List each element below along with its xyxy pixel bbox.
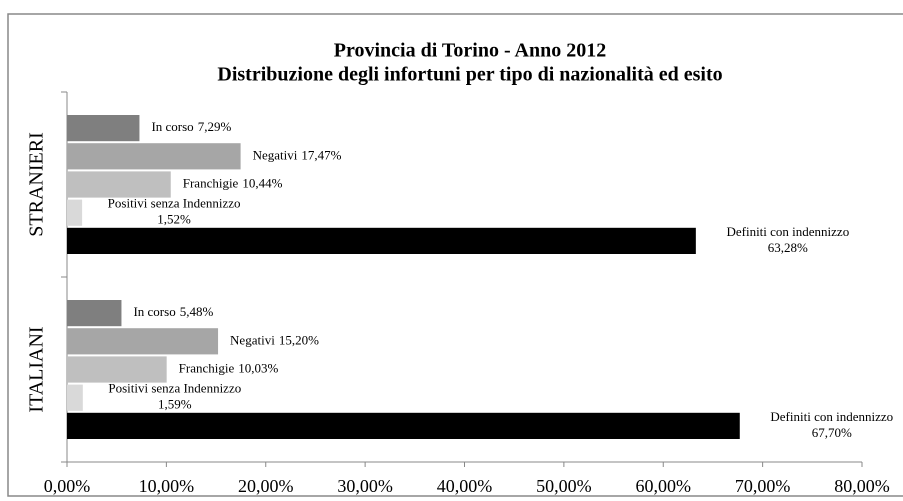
x-tick-label: 40,00%: [437, 476, 493, 496]
bar: [67, 199, 83, 226]
bar: [67, 171, 171, 198]
label-value: 17,47%: [301, 147, 341, 162]
label-value: 10,44%: [242, 175, 282, 190]
x-tick-label: 50,00%: [536, 476, 592, 496]
category-label: STRANIERI: [26, 132, 48, 236]
label-name: Definiti con indennizzo: [770, 409, 893, 424]
x-tick-label: 60,00%: [636, 476, 692, 496]
data-label: In corso 7,29%: [151, 119, 231, 134]
chart-subtitle: Distribuzione degli infortuni per tipo d…: [217, 64, 722, 86]
data-label: Definiti con indennizzo 67,70%: [770, 409, 893, 440]
label-name: Franchigie: [183, 175, 239, 190]
bar: [67, 384, 83, 411]
bar: [67, 143, 241, 170]
label-name: In corso: [151, 119, 193, 134]
label-value: 63,28%: [768, 240, 808, 255]
x-tick-label: 80,00%: [834, 476, 890, 496]
data-label: Negativi 17,47%: [253, 147, 342, 162]
label-name: In corso: [133, 304, 175, 319]
data-label: In corso 5,48%: [133, 304, 213, 319]
bar: [67, 227, 696, 254]
x-tick-label: 10,00%: [139, 476, 195, 496]
data-label: Franchigie 10,44%: [183, 175, 283, 190]
data-label: Negativi 15,20%: [230, 332, 319, 347]
x-tick-label: 20,00%: [238, 476, 294, 496]
data-label: Definiti con indennizzo 63,28%: [726, 224, 849, 255]
category-label: ITALIANI: [26, 326, 48, 412]
x-tick-label: 70,00%: [735, 476, 791, 496]
label-name: Negativi: [253, 147, 298, 162]
label-name: Positivi senza Indennizzo: [108, 196, 241, 211]
bar: [67, 300, 122, 327]
x-tick-label: 0,00%: [44, 476, 91, 496]
data-label: Positivi senza Indennizzo 1,52%: [108, 196, 241, 227]
label-name: Definiti con indennizzo: [726, 224, 849, 239]
label-value: 7,29%: [198, 119, 232, 134]
x-tick-label: 30,00%: [337, 476, 393, 496]
chart-title: Provincia di Torino - Anno 2012: [334, 40, 606, 62]
bar: [67, 412, 740, 439]
bar: [67, 356, 167, 383]
label-name: Positivi senza Indennizzo: [108, 381, 241, 396]
label-name: Franchigie: [179, 360, 235, 375]
label-value: 5,48%: [180, 304, 214, 319]
label-name: Negativi: [230, 332, 275, 347]
label-value: 15,20%: [279, 332, 319, 347]
label-value: 10,03%: [238, 360, 278, 375]
data-label: Positivi senza Indennizzo 1,59%: [108, 381, 241, 412]
data-label: Franchigie 10,03%: [179, 360, 279, 375]
bar: [67, 328, 219, 355]
label-value: 1,52%: [157, 212, 191, 227]
label-value: 1,59%: [158, 397, 192, 412]
bar: [67, 115, 140, 142]
label-value: 67,70%: [812, 425, 852, 440]
